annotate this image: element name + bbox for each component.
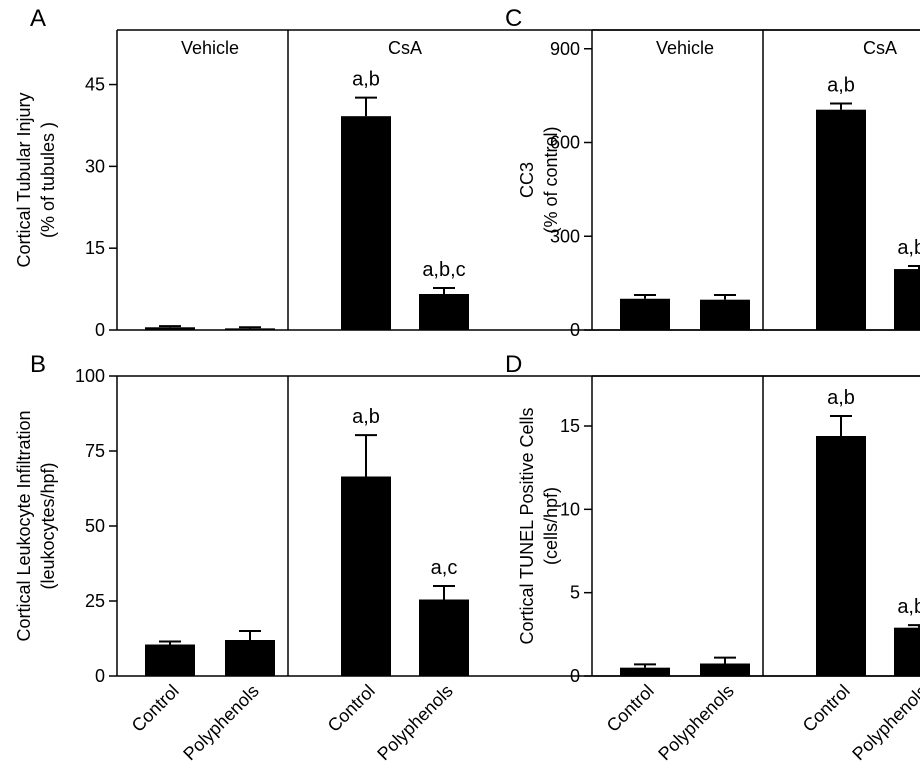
panel-letter: D — [505, 351, 522, 378]
bar — [700, 663, 750, 676]
bar — [341, 116, 391, 330]
y-tick-label: 0 — [570, 666, 580, 686]
significance-label: a,b — [827, 74, 855, 96]
group-label: CsA — [388, 38, 422, 58]
bar — [816, 436, 866, 676]
y-tick-label: 15 — [85, 238, 105, 258]
panel-letter: A — [30, 5, 46, 32]
significance-label: a,b,c — [422, 259, 465, 281]
group-label: CsA — [863, 38, 897, 58]
y-tick-label: 15 — [560, 416, 580, 436]
y-tick-label: 25 — [85, 591, 105, 611]
y-tick-label: 10 — [560, 499, 580, 519]
x-category-label: Control — [799, 681, 854, 736]
significance-label: a,b,c — [897, 596, 920, 618]
group-label: Vehicle — [181, 38, 239, 58]
y-tick-label: 45 — [85, 75, 105, 95]
y-axis-label: CC3 — [517, 162, 537, 198]
panel-c: C 0 300 600 900 CC3 (% of control) Vehicle CsA a,… — [505, 5, 920, 340]
x-category-label: Control — [324, 681, 379, 736]
bar — [894, 627, 920, 676]
bar — [894, 269, 920, 330]
panel-d: D 0 5 10 15 Cortical TUNEL Positive Cells (cel… — [505, 351, 920, 764]
bar — [145, 644, 195, 676]
y-tick-label: 600 — [550, 133, 580, 153]
significance-label: a,c — [431, 557, 458, 579]
y-tick-label: 75 — [85, 441, 105, 461]
y-axis-label: Cortical Tubular Injury — [14, 92, 34, 267]
y-tick-label: 900 — [550, 39, 580, 59]
panel-letter: C — [505, 5, 522, 32]
y-tick-label: 30 — [85, 156, 105, 176]
y-axis-label: (% of control) — [541, 126, 561, 233]
x-category-label: Polyphenols — [848, 681, 920, 764]
y-tick-label: 100 — [75, 366, 105, 386]
y-axis-label: Cortical Leukocyte Infiltration — [14, 410, 34, 641]
bar — [225, 640, 275, 676]
bar — [816, 109, 866, 330]
y-axis-label: (% of tubules ) — [38, 122, 58, 238]
x-category-label: Polyphenols — [654, 681, 737, 764]
y-tick-label: 50 — [85, 516, 105, 536]
x-category-label: Control — [128, 681, 183, 736]
y-axis-label: (leukocytes/hpf) — [38, 462, 58, 589]
significance-label: a,b — [352, 406, 380, 428]
y-tick-label: 0 — [95, 666, 105, 686]
bar — [341, 476, 391, 676]
y-axis-label: (cells/hpf) — [541, 487, 561, 565]
bar — [620, 667, 670, 676]
y-tick-label: 0 — [570, 320, 580, 340]
bar — [700, 299, 750, 330]
x-category-label: Polyphenols — [373, 681, 456, 764]
bar — [225, 328, 275, 330]
x-category-label: Control — [603, 681, 658, 736]
panel-letter: B — [30, 351, 46, 378]
bar — [419, 599, 469, 676]
y-tick-label: 5 — [570, 583, 580, 603]
significance-label: a,b,c — [897, 237, 920, 259]
significance-label: a,b — [352, 69, 380, 91]
y-tick-label: 0 — [95, 320, 105, 340]
y-axis-label: Cortical TUNEL Positive Cells — [517, 407, 537, 644]
bar — [419, 294, 469, 330]
significance-label: a,b — [827, 387, 855, 409]
bar — [620, 298, 670, 330]
y-tick-label: 300 — [550, 226, 580, 246]
bar — [145, 327, 195, 330]
x-category-label: Polyphenols — [179, 681, 262, 764]
group-label: Vehicle — [656, 38, 714, 58]
panel-a: A 0 15 30 45 Cortical Tubular Injury (% of tub… — [14, 5, 920, 340]
